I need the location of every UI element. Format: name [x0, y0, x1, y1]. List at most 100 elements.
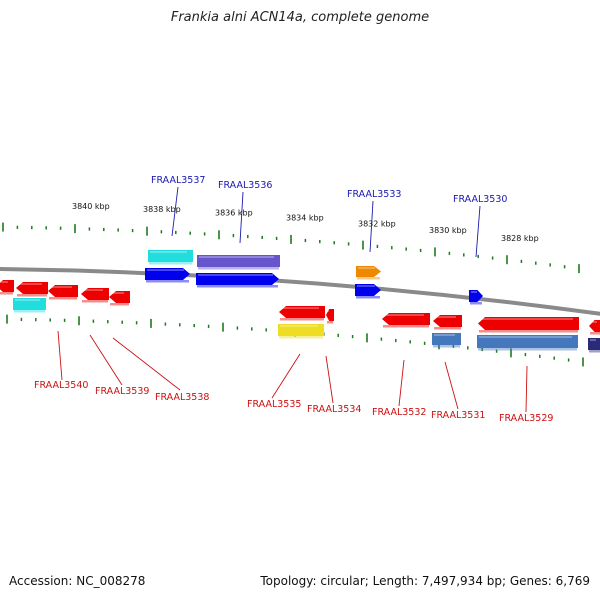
leader-line	[398, 359, 405, 407]
feature-body	[109, 291, 130, 303]
leader-line	[271, 353, 301, 399]
kbp-label: 3836 kbp	[215, 209, 253, 218]
feature-highlight	[18, 283, 42, 285]
feature-highlight	[591, 321, 597, 323]
gene-block-3540	[16, 282, 48, 297]
annotation-block-3535	[278, 324, 324, 339]
feature-shadow	[198, 267, 279, 270]
gene-block-3532	[382, 313, 430, 328]
feature-shadow	[197, 285, 278, 288]
feature-body	[16, 282, 48, 294]
feature-highlight	[480, 318, 573, 320]
feature-shadow	[327, 321, 333, 324]
topology-summary: Topology: circular; Length: 7,497,934 bp…	[260, 574, 590, 588]
feature-highlight	[590, 339, 596, 341]
feature-highlight	[111, 292, 124, 294]
feature-highlight	[83, 289, 103, 291]
leader-line	[369, 200, 374, 253]
feature-body	[13, 298, 46, 310]
feature-shadow	[0, 292, 13, 295]
feature-body	[469, 290, 483, 302]
feature-highlight	[435, 316, 456, 318]
gene-block-3534	[326, 309, 334, 324]
feature-shadow	[590, 332, 600, 335]
feature-highlight	[0, 281, 8, 283]
annotation-block-3536	[197, 255, 280, 270]
feature-body	[278, 324, 324, 336]
feature-shadow	[49, 297, 77, 300]
feature-body	[433, 315, 462, 327]
annotation-block-3531	[432, 333, 461, 348]
gene-label: FRAAL3535	[247, 399, 301, 410]
kbp-label: 3838 kbp	[143, 205, 181, 214]
feature-highlight	[147, 269, 184, 271]
gene-block-3537	[145, 268, 190, 283]
gene-block-right-edge	[589, 320, 600, 335]
gene-label: FRAAL3531	[431, 410, 485, 421]
feature-body	[589, 320, 600, 332]
feature-body	[48, 285, 78, 297]
feature-highlight	[15, 299, 40, 301]
feature-shadow	[146, 280, 189, 283]
gene-labels: FRAAL3537 FRAAL3536 FRAAL3533 FRAAL3530 FRAA…	[34, 175, 553, 424]
feature-shadow	[280, 318, 324, 321]
map-title: Frankia alni ACN14a, complete genome	[170, 10, 430, 25]
annotation-block-3533	[356, 266, 381, 280]
gene-block-left-edge	[0, 280, 14, 295]
feature-shadow	[357, 277, 380, 280]
tick-track-bottom	[6, 314, 584, 367]
leader-line	[112, 337, 181, 391]
feature-shadow	[434, 327, 461, 330]
feature-shadow	[383, 325, 429, 328]
kbp-label: 3834 kbp	[286, 213, 324, 222]
genome-backbone	[0, 267, 600, 316]
feature-highlight	[358, 267, 375, 269]
leader-line	[171, 186, 179, 237]
leader-line	[525, 365, 528, 413]
feature-shadow	[433, 345, 460, 348]
gene-block-3529	[478, 317, 579, 333]
feature-body	[432, 333, 461, 345]
gene-block-3536	[196, 273, 279, 288]
feature-shadow	[14, 310, 45, 313]
gene-label: FRAAL3536	[218, 180, 272, 191]
feature-shadow	[356, 296, 380, 299]
gene-label: FRAAL3538	[155, 392, 209, 403]
feature-highlight	[357, 285, 375, 287]
feature-highlight	[434, 334, 455, 336]
leader-line	[57, 330, 63, 381]
tick-track-top	[2, 222, 580, 274]
feature-shadow	[149, 262, 192, 265]
kbp-label: 3840 kbp	[72, 202, 110, 211]
gene-block-3530	[469, 290, 483, 305]
gene-block-3538b	[109, 291, 130, 306]
gene-label: FRAAL3529	[499, 413, 553, 424]
feature-body	[355, 284, 381, 296]
gene-label: FRAAL3534	[307, 404, 361, 415]
feature-body	[477, 335, 578, 348]
gene-features	[0, 250, 600, 353]
leader-line	[239, 191, 244, 244]
feature-shadow	[478, 348, 577, 351]
feature-body	[197, 255, 280, 267]
gene-block-3538a	[81, 288, 109, 303]
feature-shadow	[82, 300, 108, 303]
gene-label: FRAAL3539	[95, 386, 149, 397]
feature-body	[326, 309, 334, 321]
leader-line	[89, 334, 123, 386]
feature-highlight	[384, 314, 424, 316]
annotation-block-3540	[13, 298, 46, 313]
kbp-label: 3830 kbp	[429, 226, 467, 235]
leader-line	[475, 205, 481, 258]
feature-shadow	[110, 303, 129, 306]
feature-highlight	[150, 251, 187, 253]
feature-body	[196, 273, 279, 285]
feature-body	[382, 313, 430, 325]
feature-body	[148, 250, 193, 262]
gene-label: FRAAL3532	[372, 407, 426, 418]
gene-block-3539	[48, 285, 78, 300]
feature-highlight	[280, 325, 318, 327]
gene-block-3531	[433, 315, 462, 330]
feature-shadow	[470, 302, 482, 305]
